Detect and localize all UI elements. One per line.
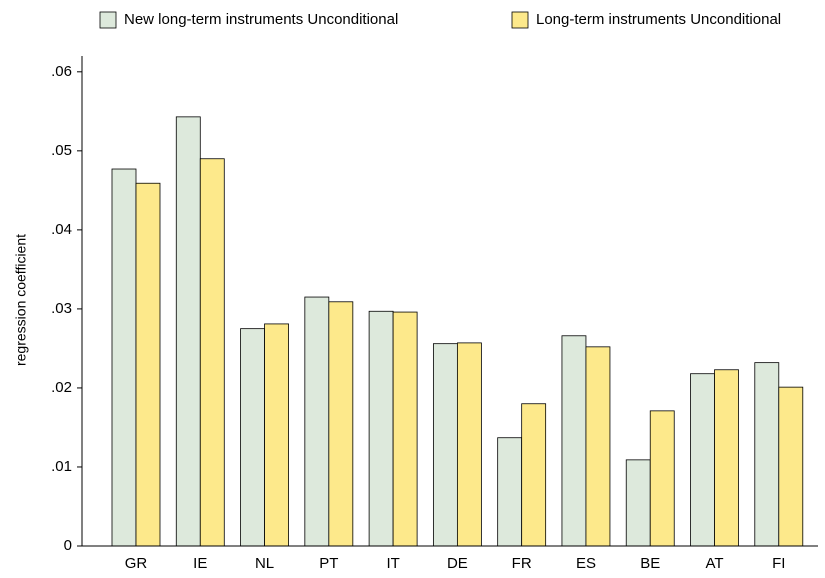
x-tick-label: FI	[772, 555, 785, 572]
bar	[304, 296, 330, 547]
bar	[175, 116, 201, 547]
y-tick-label: .05	[51, 142, 72, 159]
x-tick-label: BE	[640, 555, 660, 572]
x-tick-label: IT	[386, 555, 399, 572]
x-tick-label: DE	[447, 555, 468, 572]
legend-label: Long-term instruments Unconditional	[536, 11, 781, 28]
bar	[521, 403, 547, 547]
bar	[690, 373, 715, 547]
x-tick-label: GR	[125, 555, 148, 572]
bar	[456, 342, 482, 547]
bar	[432, 343, 458, 547]
x-tick-label: ES	[576, 555, 596, 572]
bar	[754, 362, 780, 547]
bar	[111, 168, 137, 547]
bar	[392, 311, 418, 547]
bar	[264, 323, 289, 547]
bar	[714, 369, 739, 547]
y-tick-label: 0	[64, 537, 72, 554]
y-axis-label: regression coefficient	[13, 234, 29, 366]
y-tick-label: .02	[51, 379, 72, 396]
y-tick-label: .04	[51, 221, 72, 238]
bar	[368, 310, 394, 547]
bar	[561, 335, 587, 547]
bar	[778, 386, 804, 547]
bar	[649, 410, 675, 547]
bar	[625, 459, 651, 547]
legend-label: New long-term instruments Unconditional	[124, 11, 398, 28]
x-tick-label: FR	[512, 555, 532, 572]
legend-swatch	[511, 11, 529, 29]
bar	[585, 346, 611, 547]
y-tick-label: .03	[51, 300, 72, 317]
legend-swatch	[99, 11, 117, 29]
x-tick-label: AT	[705, 555, 723, 572]
y-tick-label: .01	[51, 458, 72, 475]
bar	[328, 301, 354, 547]
x-tick-label: NL	[255, 555, 274, 572]
bar	[497, 437, 523, 547]
x-tick-label: PT	[319, 555, 338, 572]
y-tick-label: .06	[51, 63, 72, 80]
bar	[135, 182, 161, 547]
bar	[240, 328, 265, 547]
x-tick-label: IE	[193, 555, 207, 572]
bar	[199, 158, 225, 547]
